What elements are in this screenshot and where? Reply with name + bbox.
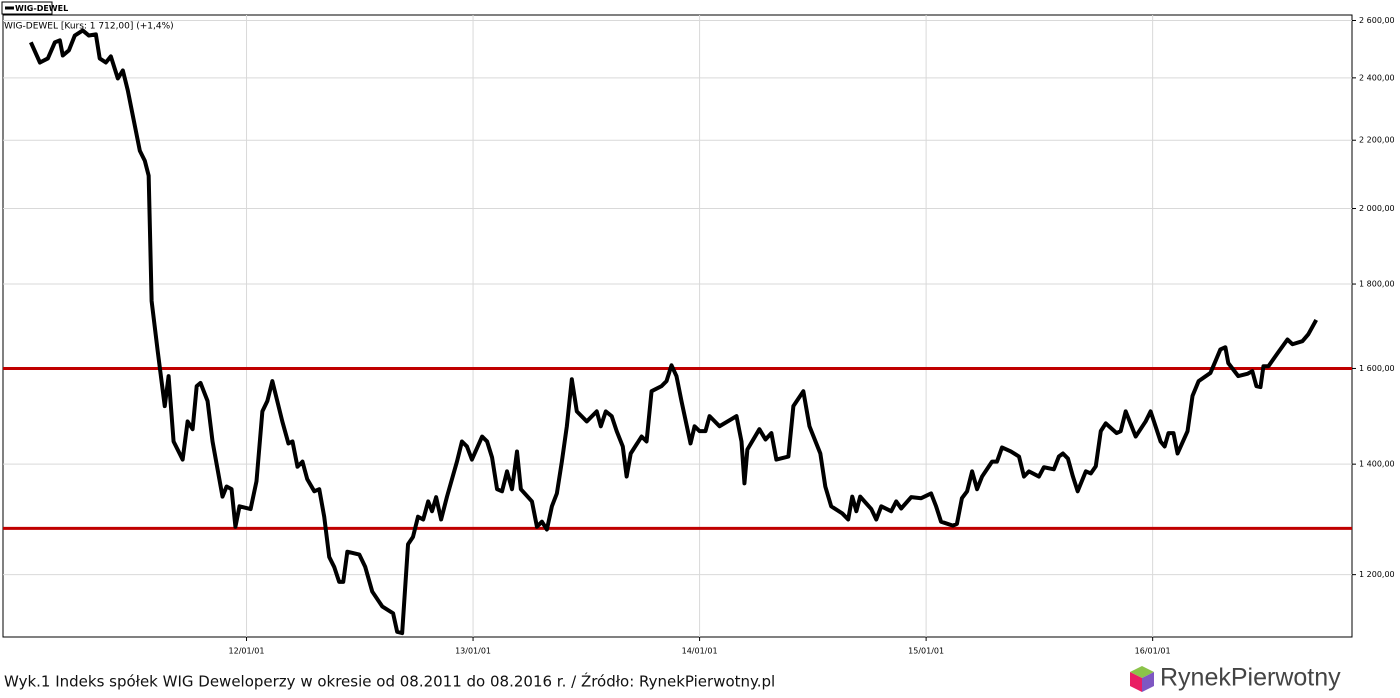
y-tick-label: 1 200,00 (1359, 570, 1395, 579)
subtitle: WIG-DEWEL [Kurs: 1 712,00] (+1,4%) (4, 22, 174, 32)
logo: RynekPierwotny (1130, 664, 1341, 692)
plot-frame (2, 14, 1353, 638)
y-tick-label: 2 200,00 (1359, 136, 1395, 145)
y-tick-label: 1 400,00 (1359, 460, 1395, 469)
x-tick-label: 12/01/01 (229, 647, 265, 656)
x-tick-label: 13/01/01 (455, 647, 491, 656)
y-tick-label: 2 400,00 (1359, 73, 1395, 82)
legend-label: WIG-DEWEL (15, 4, 68, 13)
legend: WIG-DEWEL (1, 1, 68, 15)
x-tick-label: 16/01/01 (1135, 647, 1171, 656)
y-tick-label: 2 000,00 (1359, 204, 1395, 213)
legend-box (1, 1, 53, 15)
logo-text: RynekPierwotny (1160, 664, 1341, 692)
x-tick-label: 14/01/01 (682, 647, 718, 656)
x-tick-label: 15/01/01 (908, 647, 944, 656)
y-tick-label: 2 600,00 (1359, 16, 1395, 25)
y-tick-label: 1 800,00 (1359, 280, 1395, 289)
y-tick-label: 1 600,00 (1359, 364, 1395, 373)
logo-cube-left (1130, 672, 1142, 692)
caption: Wyk.1 Indeks spółek WIG Deweloperzy w ok… (4, 672, 775, 691)
series-line (29, 28, 1318, 636)
series-lines (29, 28, 1318, 636)
reference-lines (3, 366, 1352, 530)
logo-cube-right (1142, 672, 1154, 692)
